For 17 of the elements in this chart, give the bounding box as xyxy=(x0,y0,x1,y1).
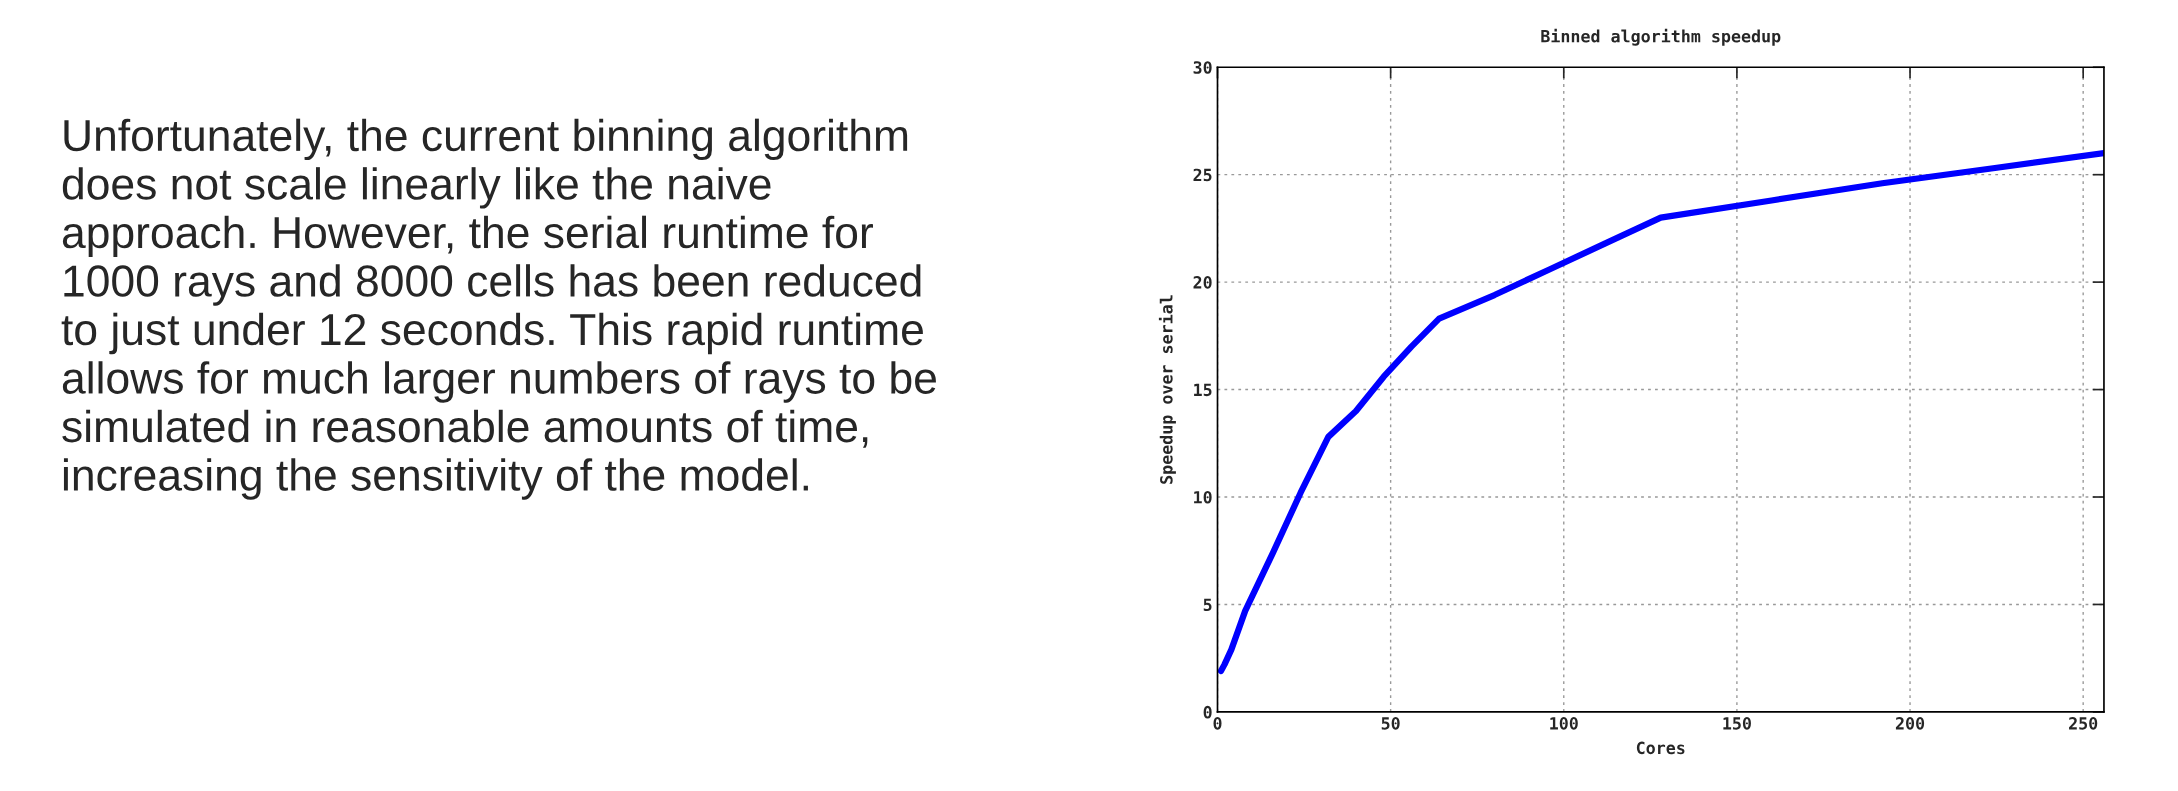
x-tick-label: 250 xyxy=(2069,717,2098,730)
y-tick-label: 0 xyxy=(1203,705,1212,719)
y-tick-label: 30 xyxy=(1193,61,1212,74)
text: Unfortunately, the current binning algorithm does not scale linearly like the naive approach. However, the serial runtime for 1000 rays and 8000 cells has been reduced to just under 12 seconds. This rapid runtime allows for much larger numbers of rays to be simulated in reasonable amounts of time, increasing the sensitivity of the model. xyxy=(61,118,936,500)
chart-title: Binned algorithm speedup xyxy=(1541,28,1781,46)
x-tick-label: 100 xyxy=(1550,717,1578,730)
y-tick-label: 25 xyxy=(1193,168,1212,182)
x-tick-label: 0 xyxy=(1213,717,1222,730)
y-tick-label: 20 xyxy=(1193,276,1212,289)
y-axis-title: Speedup over serial xyxy=(1158,295,1176,484)
y-tick-label: 10 xyxy=(1194,490,1212,504)
x-tick-label: 150 xyxy=(1723,717,1751,730)
x-tick-label: 200 xyxy=(1895,717,1925,730)
x-tick-label: 50 xyxy=(1381,717,1400,730)
x-axis-title: Cores xyxy=(1636,741,1685,755)
y-tick-label: 5 xyxy=(1203,598,1212,612)
y-tick-label: 15 xyxy=(1194,383,1212,397)
